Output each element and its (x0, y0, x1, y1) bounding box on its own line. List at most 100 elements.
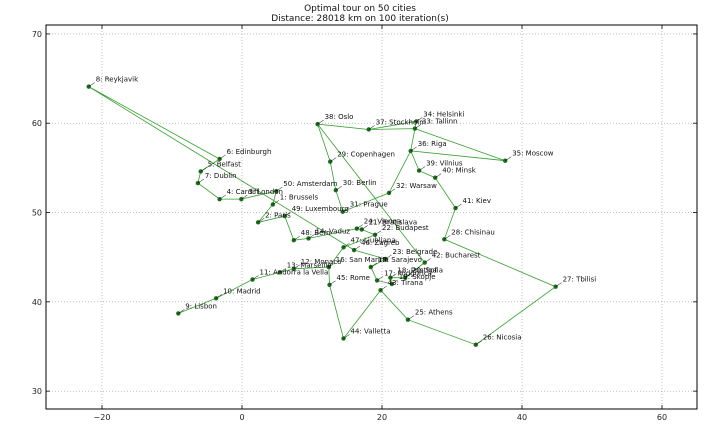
y-tick-label: 50 (32, 209, 42, 218)
label-leader (353, 245, 361, 251)
label-leader (455, 203, 462, 209)
city-label: 46: Zagreb (361, 239, 400, 247)
city-point (412, 126, 418, 131)
label-leader (257, 218, 265, 223)
city-label: 4: Cardiff (227, 188, 259, 196)
label-leader (410, 146, 417, 152)
city-point (378, 288, 383, 293)
x-tick-label: 40 (517, 413, 527, 422)
city-point (414, 119, 419, 124)
label-leader (330, 157, 337, 162)
city-label: 14: Vaduz (316, 227, 351, 235)
x-tick-label: 60 (657, 413, 667, 422)
label-leader (219, 154, 226, 160)
chart-subtitle: Distance: 28018 km on 100 iteration(s) (271, 14, 448, 24)
city-label: 24: Vienna (364, 218, 402, 226)
city-label: 2: Paris (265, 211, 291, 219)
label-leader (252, 275, 259, 280)
label-leader (505, 156, 512, 161)
city-label: 20: Sofia (412, 267, 443, 275)
city-label: 22: Budapest (382, 224, 429, 232)
label-leader (390, 273, 397, 278)
label-leader (424, 258, 431, 263)
city-label: 42: Bucharest (432, 252, 481, 260)
chart-title: Optimal tour on 50 cities (304, 4, 416, 14)
label-leader (416, 117, 423, 122)
label-leader (380, 286, 387, 291)
label-leader (388, 188, 396, 194)
city-label: 9: Lisbon (185, 302, 217, 310)
label-leader (272, 200, 279, 205)
label-leader (374, 230, 382, 236)
city-label: 25: Athens (415, 309, 453, 317)
city-label: 50: Amsterdam (283, 180, 337, 188)
label-leader (219, 194, 226, 200)
city-label: 40: Minsk (442, 167, 477, 175)
y-tick-label: 30 (32, 387, 42, 396)
city-label: 32: Warsaw (396, 182, 437, 190)
city-label: 12: Monaco (301, 258, 342, 266)
city-label: 49: Luxembourg (292, 205, 349, 213)
city-label: 8: Reykjavik (96, 76, 139, 84)
label-leader (293, 236, 300, 241)
y-tick-label: 70 (32, 30, 42, 39)
city-point (405, 317, 411, 322)
label-leader (414, 124, 422, 129)
city-label: 41: Kiev (463, 197, 491, 205)
city-point (374, 278, 380, 283)
label-leader (435, 173, 442, 178)
city-label: 3: London (248, 188, 283, 196)
city-point (315, 121, 320, 127)
label-leader (308, 234, 315, 239)
label-leader (418, 166, 426, 171)
label-leader (385, 254, 392, 260)
city-label: 30: Berlin (343, 179, 377, 187)
label-leader (376, 276, 384, 281)
label-leader (200, 167, 207, 172)
x-tick-label: 20 (377, 413, 387, 422)
city-label: 27: Tbilisi (563, 276, 597, 284)
label-leader (317, 119, 324, 125)
label-leader (328, 262, 335, 268)
city-point (388, 275, 393, 280)
city-label: 44: Valletta (351, 327, 391, 335)
city-label: 37: Stockholm (376, 118, 427, 126)
city-label: 16: San Marino (336, 256, 389, 264)
city-label: 6: Edinburgh (227, 148, 272, 156)
axes: −20 0 20 40 60 30 40 50 60 70 (32, 24, 698, 422)
label-leader (343, 334, 350, 339)
city-label: 33: Tallinn (422, 118, 458, 126)
city-label: 39: Vilnius (426, 160, 463, 168)
city-label: 19: Skopje (399, 273, 436, 281)
label-leader (407, 315, 415, 320)
label-leader (356, 224, 363, 229)
city-point (416, 168, 422, 173)
label-leader (279, 268, 286, 273)
label-leader (555, 282, 562, 287)
tour-route (88, 86, 557, 346)
tour-path (88, 86, 557, 346)
y-tick-label: 40 (32, 298, 42, 307)
label-leader (342, 207, 349, 212)
city-label: 31: Prague (350, 201, 388, 209)
city-label: 1: Brussels (280, 193, 319, 201)
city-label: 23: Belgrade (393, 248, 438, 256)
label-leader (88, 82, 95, 87)
city-label: 38: Oslo (325, 113, 354, 121)
label-leader (284, 211, 291, 217)
city-label: 11: Andorra la Vella (260, 269, 329, 277)
label-leader (241, 194, 248, 200)
label-leader (475, 340, 482, 345)
city-label: 45: Rome (337, 274, 370, 282)
city-label: 18: Pristina (397, 267, 436, 275)
label-leader (391, 279, 398, 285)
city-label: 48: Bern (301, 229, 331, 237)
city-label: 47: Ljubljana (351, 236, 396, 244)
city-label: 10: Madrid (223, 287, 261, 295)
label-leader (444, 235, 451, 240)
city-label: 26: Nicosia (483, 334, 522, 342)
plot-frame (45, 24, 698, 410)
label-leader (178, 309, 185, 314)
